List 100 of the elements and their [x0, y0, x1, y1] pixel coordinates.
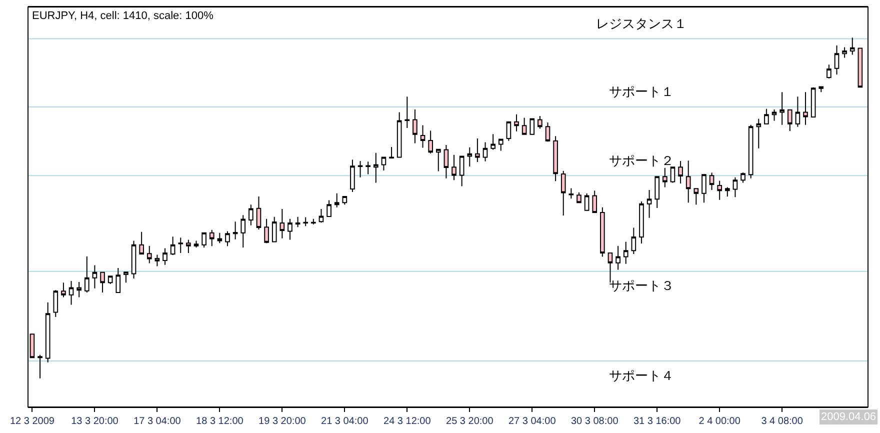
candlestick: [76, 281, 82, 298]
candlestick: [670, 166, 676, 184]
candlestick: [404, 96, 410, 128]
candlestick: [303, 216, 308, 227]
candlestick: [311, 218, 316, 225]
candlestick: [131, 240, 136, 280]
x-tick-label: 12 3 2009: [10, 416, 55, 427]
candlestick: [522, 117, 527, 135]
candlestick: [678, 160, 683, 184]
candlestick: [834, 45, 840, 75]
candlestick: [756, 118, 762, 149]
candlestick: [288, 218, 292, 240]
x-tick-label: 21 3 04:00: [321, 416, 369, 427]
candlestick: [272, 216, 277, 242]
candlestick: [248, 204, 254, 226]
candlestick: [108, 276, 113, 284]
candlestick: [444, 144, 449, 179]
candlestick: [631, 227, 636, 255]
candlestick: [639, 201, 644, 244]
candlestick: [373, 152, 378, 184]
candlestick: [280, 208, 285, 239]
candlestick: [795, 96, 800, 128]
candlestick: [694, 188, 699, 206]
candlestick: [826, 64, 832, 80]
candlestick: [772, 109, 777, 122]
candlestick: [764, 108, 769, 124]
candlestick: [654, 176, 660, 209]
candlestick: [428, 130, 433, 154]
candlestick: [810, 86, 816, 118]
candlestick: [568, 188, 574, 199]
candlestick: [334, 192, 340, 208]
chart-title: EURJPY, H4, cell: 1410, scale: 100%: [32, 10, 214, 22]
candlestick: [170, 236, 176, 256]
candlestick: [686, 160, 691, 204]
candlestick: [92, 264, 98, 289]
x-tick-label: 24 3 12:00: [384, 416, 432, 427]
candlestick: [146, 245, 152, 264]
x-tick-label: 13 3 20:00: [71, 416, 119, 427]
candlestick: [459, 156, 464, 187]
x-tick-label: 3 4 08:00: [761, 416, 804, 427]
candlestick: [709, 172, 714, 190]
candlestick: [803, 92, 808, 126]
candlestick: [818, 86, 824, 93]
candlestick: [381, 156, 386, 172]
candlestick: [350, 159, 355, 193]
candlestick: [412, 109, 418, 144]
candlestick: [225, 230, 230, 247]
ref-line-label: レジスタンス１: [596, 17, 687, 32]
candlestick: [623, 241, 628, 264]
candlestick: [858, 48, 863, 88]
ref-line-label: サポート３: [609, 279, 674, 294]
candlestick: [389, 146, 394, 158]
candlestick: [100, 272, 105, 294]
candlestick: [475, 138, 480, 163]
candlestick: [256, 196, 262, 230]
candlestick: [68, 280, 74, 306]
candlestick: [506, 121, 512, 142]
candlestick: [358, 160, 363, 178]
candlestick: [514, 114, 519, 132]
candlestick: [842, 46, 847, 58]
candlestick: [186, 239, 191, 254]
x-tick-label: 25 3 20:00: [446, 416, 494, 427]
candlestick: [732, 176, 738, 198]
candlestick: [780, 92, 784, 126]
candlestick: [490, 134, 496, 150]
candlestick: [240, 214, 246, 248]
ref-line-label: サポート１: [609, 85, 674, 100]
candlestick: [498, 138, 504, 152]
candlestick: [545, 122, 550, 142]
candlestick: [436, 148, 441, 172]
candlestick: [740, 172, 746, 184]
candlestick: [326, 200, 332, 218]
candlestick: [139, 231, 144, 255]
candlestick: [553, 136, 558, 182]
candlestick: [452, 154, 456, 181]
candlestick: [482, 142, 488, 162]
candlestick: [124, 272, 128, 284]
candlestick: [202, 232, 206, 248]
candlestick: [116, 267, 121, 294]
candlestick: [396, 112, 402, 158]
candlestick: [178, 237, 184, 254]
candlestick: [84, 256, 90, 294]
candlestick: [600, 206, 605, 258]
x-tick-label: 31 3 16:00: [633, 416, 682, 427]
candlestick: [662, 167, 668, 188]
candlestick: [787, 109, 792, 132]
candlestick: [467, 146, 472, 167]
candlestick: [38, 354, 42, 379]
candlestick: [342, 196, 348, 206]
candlestick: [576, 192, 582, 204]
candlestick: [154, 254, 160, 267]
candlestick: [318, 208, 324, 224]
x-tick-label: 2 4 00:00: [698, 416, 741, 427]
candlestick: [538, 116, 542, 130]
candlestick: [194, 240, 199, 248]
candlestick: [850, 37, 855, 56]
candlestick: [592, 190, 598, 213]
candlestick: [217, 232, 222, 244]
x-tick-label: 30 3 08:00: [570, 416, 619, 427]
candlestick: [724, 186, 730, 197]
